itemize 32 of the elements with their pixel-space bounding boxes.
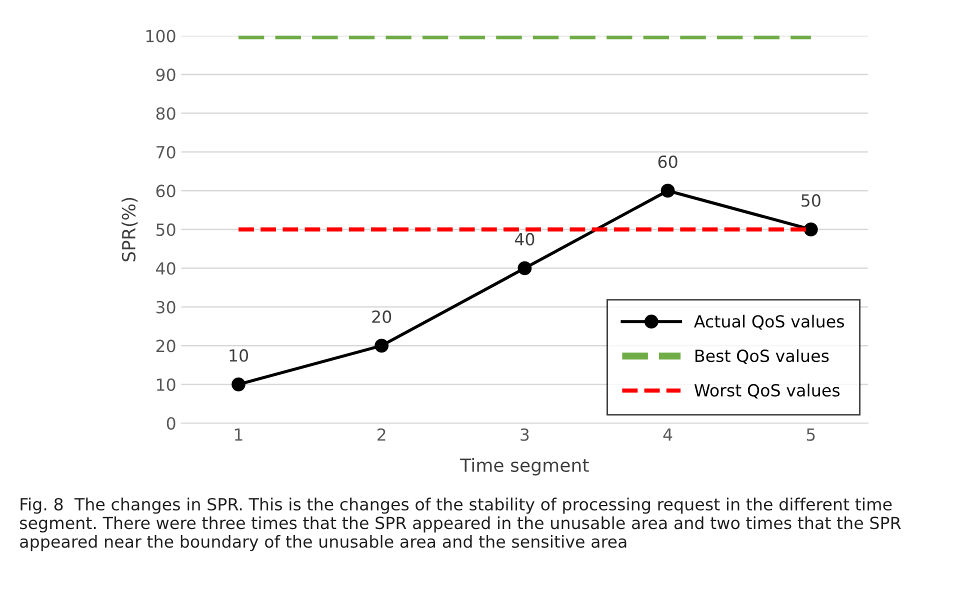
x-tick-label: 1 — [235, 428, 242, 441]
point — [518, 261, 532, 276]
x-tick-label: 3 — [520, 428, 529, 441]
data-label: 60 — [658, 155, 678, 168]
x-tick-label: 5 — [806, 428, 815, 441]
y-tick-label: 100 — [146, 30, 176, 42]
y-tick-label: 40 — [156, 262, 176, 275]
y-tick-label: 80 — [156, 107, 176, 120]
legend-label: Best QoS values — [696, 349, 829, 364]
x-axis-title: Time segment — [460, 458, 589, 476]
y-tick-label: 60 — [156, 184, 176, 198]
point — [804, 222, 818, 236]
data-label: 50 — [802, 194, 820, 207]
y-tick-label: 30 — [156, 300, 176, 314]
y-tick-label: 90 — [156, 68, 176, 82]
data-label: 10 — [230, 349, 248, 362]
point — [232, 377, 246, 392]
y-tick-label: 70 — [156, 146, 176, 159]
y-axis-title: SPR(%) — [122, 198, 138, 262]
caption: Fig. 8 The changes in SPR. This is the changes of the stability of processing request in the different time segment. There were three times that the SPR appeared in the unusable area and two times that the SPR appeared near the boundary of the unusable area and the sensitive area — [20, 498, 901, 552]
x-tick-label: 2 — [378, 428, 386, 441]
legend-label: Worst QoS values — [694, 384, 840, 399]
y-tick-label: 20 — [156, 340, 176, 352]
point — [374, 338, 389, 353]
y-tick-label: 50 — [156, 223, 176, 236]
y-tick-label: 10 — [157, 378, 176, 391]
y-tick-label: 0 — [166, 417, 176, 430]
legend-label: Actual QoS values — [694, 314, 844, 330]
data-label: 40 — [514, 232, 534, 246]
data-label: 20 — [372, 310, 392, 324]
x-tick-label: 4 — [663, 428, 672, 441]
point — [660, 184, 675, 198]
